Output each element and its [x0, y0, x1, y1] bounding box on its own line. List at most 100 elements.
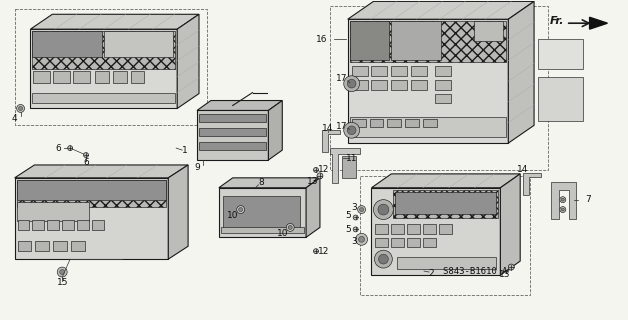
Bar [53, 241, 67, 251]
Bar [348, 19, 508, 143]
Bar [71, 241, 85, 251]
Bar [92, 220, 104, 230]
Text: 13: 13 [499, 269, 510, 278]
Text: 9: 9 [194, 164, 200, 172]
Bar [352, 119, 365, 127]
Text: 10: 10 [227, 211, 239, 220]
Circle shape [57, 267, 67, 277]
Bar [104, 31, 173, 57]
Polygon shape [197, 100, 282, 110]
Bar [33, 71, 50, 83]
Circle shape [561, 198, 565, 201]
Circle shape [84, 153, 89, 157]
Text: 6: 6 [83, 158, 89, 167]
Bar [18, 241, 31, 251]
Circle shape [347, 79, 356, 88]
Bar [376, 238, 388, 247]
Bar [14, 178, 168, 259]
Bar [391, 224, 404, 234]
Bar [342, 156, 355, 178]
Text: 13: 13 [307, 177, 319, 186]
Bar [423, 238, 436, 247]
Circle shape [286, 223, 294, 231]
Bar [199, 142, 266, 150]
Circle shape [374, 200, 393, 220]
Circle shape [379, 254, 388, 264]
Bar [95, 71, 109, 83]
Bar [423, 119, 437, 127]
Text: S843-B1610 A: S843-B1610 A [443, 267, 507, 276]
Bar [350, 21, 389, 60]
Circle shape [355, 233, 367, 245]
Bar [199, 128, 266, 136]
Polygon shape [31, 14, 199, 29]
Text: 14: 14 [322, 124, 333, 133]
Bar [423, 224, 436, 234]
Bar [391, 238, 404, 247]
Circle shape [560, 207, 566, 212]
Polygon shape [219, 178, 320, 188]
Bar [395, 192, 496, 213]
Polygon shape [177, 14, 199, 108]
Bar [62, 220, 74, 230]
Bar [221, 228, 304, 233]
Polygon shape [501, 174, 520, 275]
Bar [391, 80, 407, 90]
Bar [411, 80, 427, 90]
Bar [350, 21, 506, 62]
Text: 11: 11 [346, 154, 357, 163]
Circle shape [313, 249, 318, 254]
Circle shape [19, 107, 23, 110]
Circle shape [359, 236, 365, 242]
Bar [435, 66, 451, 76]
Bar [474, 21, 504, 41]
Circle shape [357, 206, 365, 213]
Circle shape [353, 215, 358, 220]
Text: 12: 12 [318, 247, 330, 256]
Text: 17: 17 [336, 122, 347, 131]
Circle shape [378, 204, 389, 215]
Bar [199, 114, 266, 122]
Circle shape [347, 126, 356, 135]
Bar [31, 29, 177, 108]
Text: 14: 14 [516, 165, 528, 174]
Circle shape [68, 146, 73, 151]
Text: 7: 7 [585, 195, 590, 204]
Circle shape [353, 227, 358, 232]
Bar [372, 66, 387, 76]
Text: 5: 5 [345, 211, 350, 220]
Bar [73, 71, 90, 83]
Text: 10: 10 [276, 229, 288, 238]
Text: 1: 1 [182, 146, 188, 155]
Bar [411, 66, 427, 76]
Bar [16, 202, 89, 221]
Polygon shape [508, 1, 534, 143]
Circle shape [561, 208, 565, 211]
Bar [350, 117, 506, 137]
Bar [219, 188, 306, 237]
Text: 15: 15 [57, 278, 68, 287]
Bar [14, 9, 207, 125]
Circle shape [344, 122, 360, 138]
Bar [352, 80, 367, 90]
Bar [197, 110, 268, 160]
Polygon shape [348, 1, 534, 19]
Polygon shape [523, 173, 541, 195]
Bar [35, 241, 50, 251]
Bar [391, 21, 441, 60]
Bar [372, 80, 387, 90]
Circle shape [317, 173, 323, 179]
Circle shape [288, 225, 292, 229]
Circle shape [374, 250, 392, 268]
Bar [16, 180, 166, 200]
Bar [391, 66, 407, 76]
Polygon shape [590, 17, 607, 29]
Bar [538, 39, 583, 69]
Text: 12: 12 [318, 165, 330, 174]
Polygon shape [168, 165, 188, 259]
Text: 6: 6 [55, 144, 61, 153]
Bar [398, 257, 496, 269]
Circle shape [16, 105, 24, 112]
Polygon shape [322, 130, 340, 152]
Polygon shape [330, 148, 360, 183]
